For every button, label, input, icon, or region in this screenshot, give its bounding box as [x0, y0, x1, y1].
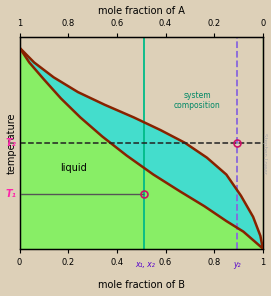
Text: T₂: T₂	[5, 138, 16, 148]
Polygon shape	[20, 48, 263, 249]
Text: x₁, x₂: x₁, x₂	[135, 260, 155, 269]
Text: system
composition: system composition	[174, 91, 221, 110]
Text: Stephen Lower: Stephen Lower	[262, 133, 267, 174]
Text: y₂: y₂	[234, 260, 241, 269]
Text: liquid: liquid	[60, 163, 86, 173]
X-axis label: mole fraction of B: mole fraction of B	[98, 280, 185, 290]
Polygon shape	[20, 37, 263, 249]
Text: T₁: T₁	[5, 189, 16, 199]
Y-axis label: temperature: temperature	[7, 112, 17, 173]
X-axis label: mole fraction of A: mole fraction of A	[98, 6, 185, 16]
